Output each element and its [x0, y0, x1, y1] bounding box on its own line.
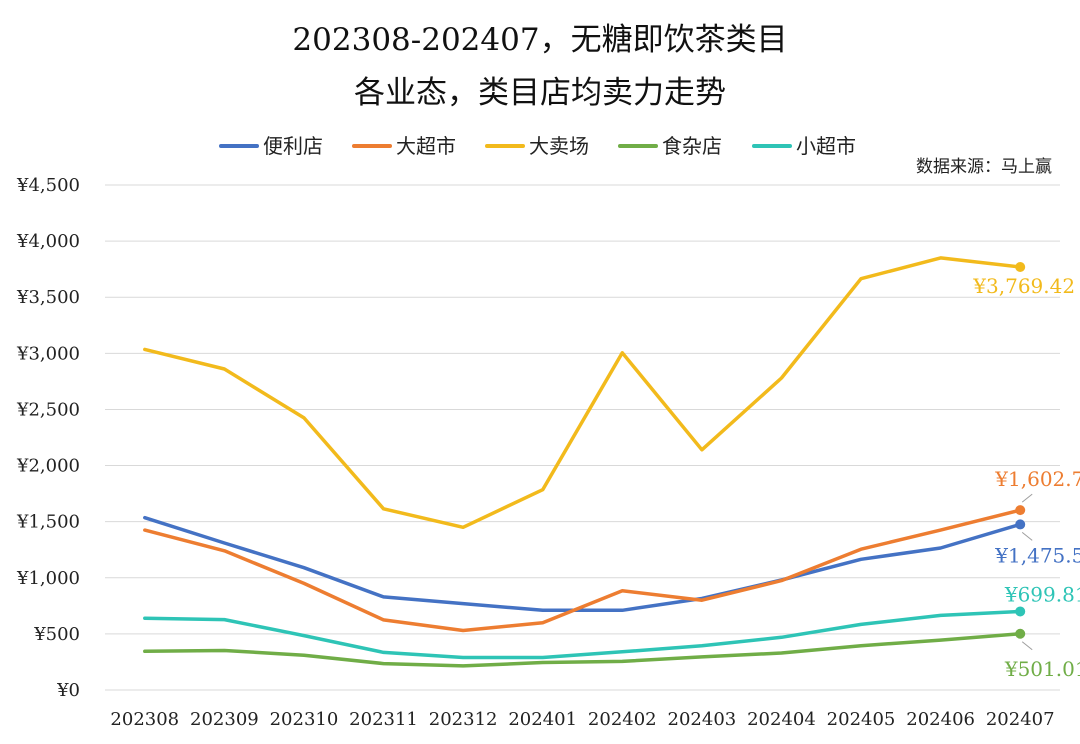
end-point-marker — [1015, 606, 1026, 617]
y-tick-label: ¥4,500 — [16, 175, 80, 196]
x-tick-label: 202405 — [827, 709, 896, 730]
y-tick-label: ¥2,500 — [16, 399, 80, 420]
x-tick-label: 202403 — [668, 709, 737, 730]
x-tick-label: 202407 — [986, 709, 1055, 730]
x-tick-label: 202309 — [190, 709, 259, 730]
series-lines — [143, 256, 1026, 668]
x-tick-label: 202406 — [906, 709, 975, 730]
end-point-marker — [1015, 505, 1026, 516]
x-axis-ticks: 202308 202309 202310 202311 202312 202401 2024… — [110, 709, 1054, 730]
y-tick-label: ¥2,000 — [16, 456, 80, 477]
y-tick-label: ¥500 — [33, 624, 80, 645]
end-value-label: ¥3,769.42 — [972, 274, 1075, 298]
label-leader-line — [1021, 641, 1033, 651]
legend-label: 大超市 — [396, 134, 456, 158]
end-labels: ¥1,475.50 ¥1,602.76 ¥3,769.42 ¥501.01 ¥699.8… — [972, 274, 1080, 681]
series-line — [143, 515, 1022, 613]
series-line — [143, 632, 1022, 668]
y-tick-label: ¥3,000 — [16, 343, 80, 364]
y-tick-label: ¥1,000 — [16, 568, 80, 589]
x-tick-label: 202402 — [588, 709, 657, 730]
end-point-marker — [1015, 519, 1026, 530]
x-tick-label: 202310 — [270, 709, 339, 730]
end-point-marker — [1015, 261, 1026, 272]
chart-title-line2: 各业态，类目店均卖力走势 — [354, 75, 726, 111]
legend: 便利店 大超市 大卖场 食杂店 小超市 — [219, 134, 856, 158]
label-leader-line — [1021, 493, 1033, 503]
chart-title-line1: 202308-202407，无糖即饮茶类目 — [292, 22, 787, 58]
y-tick-label: ¥1,500 — [16, 512, 80, 533]
end-value-label: ¥699.81 — [1004, 582, 1080, 606]
y-tick-label: ¥4,000 — [16, 231, 80, 252]
x-tick-label: 202308 — [110, 709, 179, 730]
x-tick-label: 202404 — [747, 709, 816, 730]
series-line — [143, 609, 1022, 660]
y-tick-label: ¥0 — [56, 680, 80, 701]
legend-label: 便利店 — [263, 134, 323, 158]
y-axis-ticks: ¥0 ¥500 ¥1,000 ¥1,500 ¥2,000 ¥2,500 ¥3,000 ¥3,5… — [16, 175, 80, 701]
gridlines — [105, 184, 1060, 691]
end-point-marker — [1015, 628, 1026, 639]
label-leader-line — [1021, 532, 1033, 541]
source-note: 数据来源：马上赢 — [916, 157, 1052, 177]
end-value-label: ¥1,602.76 — [994, 467, 1080, 491]
x-tick-label: 202401 — [508, 709, 577, 730]
x-tick-label: 202312 — [429, 709, 498, 730]
end-value-label: ¥501.01 — [1004, 657, 1080, 681]
y-tick-label: ¥3,500 — [16, 287, 80, 308]
end-value-label: ¥1,475.50 — [994, 543, 1080, 567]
series-line — [143, 256, 1022, 530]
legend-label: 小超市 — [796, 134, 856, 158]
series-line — [143, 508, 1022, 633]
legend-label: 食杂店 — [662, 134, 722, 158]
x-tick-label: 202311 — [349, 709, 418, 730]
legend-label: 大卖场 — [529, 134, 589, 158]
